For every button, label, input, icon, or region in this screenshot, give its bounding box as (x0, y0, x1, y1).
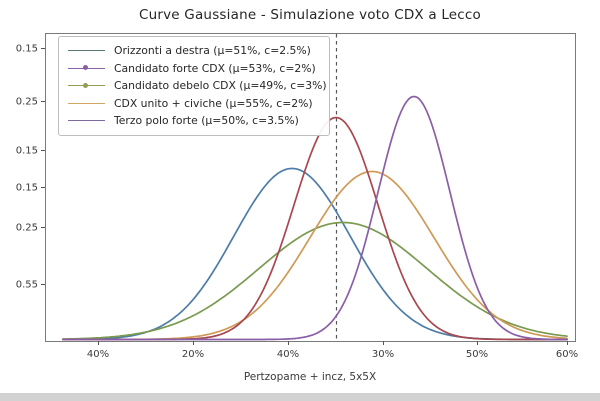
x-axis-label: Pertzopame + incz, 5x5X (243, 371, 377, 383)
legend-item: Candidato forte CDX (μ=53%, c=2%) (68, 60, 321, 78)
plot-border (45, 33, 576, 342)
legend-item: Orizzonti a destra (μ=51%, c=2.5%) (68, 42, 321, 60)
legend-marker-dot (83, 82, 88, 88)
x-tick-label: 30% (372, 349, 394, 360)
legend-line-swatch (68, 50, 105, 52)
legend-marker-dot (83, 65, 88, 71)
y-tick-label: 0.15 (16, 183, 38, 194)
legend-item: Candidato debelo CDX (μ=49%, c=3%) (68, 77, 327, 95)
y-tick-label: 0.55 (16, 280, 38, 291)
legend-line-swatch (68, 102, 105, 104)
legend-line-swatch (68, 65, 105, 71)
legend-label: CDX unito + civiche (μ=55%, c=2%) (114, 96, 313, 110)
legend-item: CDX unito + civiche (μ=55%, c=2%) (68, 95, 321, 113)
x-tick-label: 40% (87, 349, 109, 360)
legend-label: Terzo polo forte (μ=50%, c=3.5%) (114, 114, 299, 128)
legend-line-swatch (68, 82, 105, 88)
legend-box: Orizzonti a destra (μ=51%, c=2.5%) Candid… (58, 36, 330, 136)
bottom-strip (0, 393, 600, 401)
x-tick-label: 20% (182, 349, 204, 360)
y-tick-label: 0.15 (16, 44, 38, 55)
x-tick-label: 50% (466, 349, 488, 360)
y-tick-label: 0.15 (16, 146, 38, 157)
x-tick-label: 40% (277, 349, 299, 360)
y-tick-label: 0.25 (16, 223, 38, 234)
legend-line-swatch (68, 120, 105, 122)
gaussian-curve (62, 95, 568, 341)
legend-label: Candidato debelo CDX (μ=49%, c=3%) (114, 79, 327, 93)
legend-label: Orizzonti a destra (μ=51%, c=2.5%) (114, 44, 311, 58)
y-tick-label: 0.25 (16, 97, 38, 108)
legend-item: Terzo polo forte (μ=50%, c=3.5%) (68, 112, 321, 130)
x-tick-label: 60% (556, 349, 578, 360)
legend-label: Candidato forte CDX (μ=53%, c=2%) (114, 61, 316, 75)
chart-title: Curve Gaussiane - Simulazione voto CDX a… (138, 7, 482, 23)
gaussian-curve (62, 221, 568, 340)
